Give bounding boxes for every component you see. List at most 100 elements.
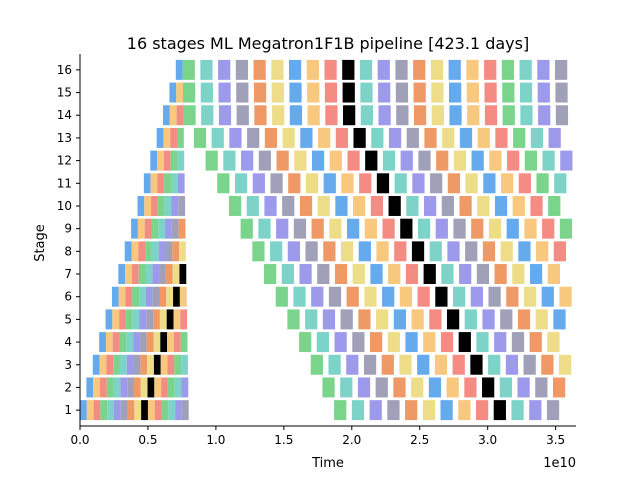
backward-block: [494, 264, 507, 285]
forward-block: [125, 309, 133, 330]
backward-block: [311, 286, 324, 307]
backward-block: [482, 377, 495, 398]
forward-block: [120, 377, 128, 398]
chart-title: 16 stages ML Megatron1F1B pipeline [423.…: [127, 34, 529, 53]
forward-block: [147, 377, 155, 398]
backward-block: [322, 377, 335, 398]
backward-block: [476, 264, 490, 285]
backward-block: [442, 127, 455, 148]
backward-block: [412, 173, 425, 194]
backward-block: [501, 59, 515, 80]
backward-block: [205, 150, 218, 171]
backward-block: [311, 150, 325, 171]
forward-block: [171, 218, 179, 239]
backward-block: [288, 173, 301, 194]
backward-block: [524, 150, 537, 171]
forward-block: [144, 218, 152, 239]
backward-block: [529, 332, 542, 353]
backward-block: [316, 332, 330, 353]
backward-block: [299, 264, 312, 285]
forward-block: [137, 218, 145, 239]
backward-block: [342, 59, 355, 80]
x-tick-label: 2.5: [410, 433, 429, 447]
backward-block: [382, 218, 395, 239]
backward-block: [289, 82, 302, 103]
backward-block: [477, 127, 490, 148]
backward-block: [288, 59, 302, 80]
backward-block: [502, 82, 515, 103]
y-tick-label: 1: [64, 403, 72, 417]
backward-block: [459, 195, 472, 216]
y-tick-label: 12: [57, 154, 72, 168]
backward-block: [506, 218, 519, 239]
forward-block: [107, 400, 114, 421]
backward-block: [506, 286, 519, 307]
backward-block: [449, 82, 462, 103]
backward-block: [470, 286, 483, 307]
backward-block: [470, 354, 483, 375]
forward-block: [119, 332, 127, 353]
backward-block: [217, 173, 230, 194]
forward-block: [180, 332, 188, 353]
forward-block: [131, 264, 139, 285]
backward-block: [530, 264, 543, 285]
backward-block: [489, 150, 502, 171]
backward-block: [218, 82, 231, 103]
forward-block: [169, 105, 177, 126]
forward-block: [112, 332, 120, 353]
forward-block: [144, 195, 152, 216]
forward-block: [133, 354, 141, 375]
forward-block: [139, 309, 147, 330]
forward-block: [106, 354, 114, 375]
backward-block: [229, 127, 242, 148]
forward-block: [134, 400, 142, 421]
backward-block: [484, 105, 498, 126]
backward-block: [517, 309, 531, 330]
backward-block: [535, 309, 548, 330]
backward-block: [499, 377, 512, 398]
backward-block: [253, 59, 266, 80]
backward-block: [360, 105, 373, 126]
backward-block: [423, 332, 436, 353]
backward-block: [524, 218, 537, 239]
forward-block: [171, 173, 178, 194]
forward-block: [131, 241, 139, 262]
forward-block: [100, 400, 108, 421]
backward-block: [307, 82, 320, 103]
forward-block: [106, 377, 114, 398]
forward-block: [173, 332, 181, 353]
backward-block: [559, 286, 572, 307]
forward-block: [173, 309, 181, 330]
backward-block: [382, 286, 395, 307]
backward-block: [458, 332, 471, 353]
backward-block: [548, 127, 561, 148]
backward-block: [495, 127, 508, 148]
backward-block: [271, 59, 284, 80]
backward-block: [342, 82, 355, 103]
backward-block: [393, 309, 407, 330]
backward-block: [388, 127, 402, 148]
forward-block: [113, 400, 121, 421]
backward-block: [183, 105, 196, 126]
backward-block: [518, 241, 531, 262]
forward-block: [174, 377, 182, 398]
backward-block: [400, 150, 413, 171]
backward-block: [555, 105, 569, 126]
backward-block: [559, 218, 573, 239]
backward-block: [211, 127, 224, 148]
backward-block: [358, 309, 371, 330]
backward-block: [363, 354, 377, 375]
backward-block: [452, 354, 465, 375]
backward-block: [399, 286, 413, 307]
backward-block: [418, 150, 431, 171]
backward-block: [370, 264, 383, 285]
forward-block: [157, 150, 164, 171]
forward-block: [146, 332, 154, 353]
x-tick-label: 0.5: [138, 433, 157, 447]
backward-block: [311, 218, 324, 239]
backward-block: [323, 241, 336, 262]
forward-block: [139, 332, 147, 353]
y-tick-label: 14: [57, 108, 72, 122]
forward-block: [170, 127, 178, 148]
